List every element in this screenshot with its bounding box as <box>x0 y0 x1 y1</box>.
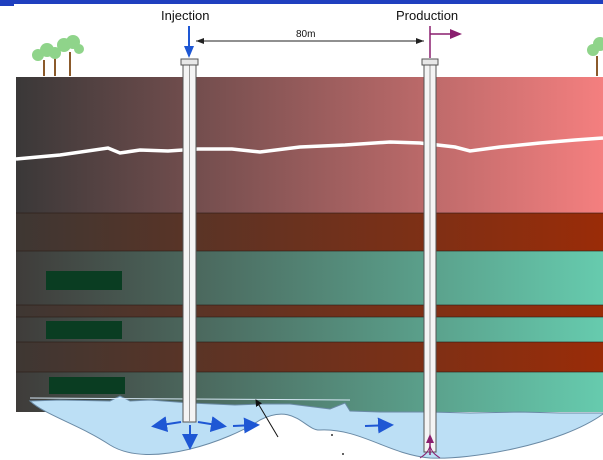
tree-icon <box>32 35 84 76</box>
layer-boundaries <box>16 212 603 373</box>
shale-layer <box>16 342 603 372</box>
down-arrow-icon <box>184 26 194 58</box>
coal-block <box>46 271 122 290</box>
production-inflow-arrow <box>419 434 441 459</box>
distance-label: 80m <box>296 29 316 40</box>
fracture-line <box>15 136 603 161</box>
flow-arrows <box>151 416 394 450</box>
injection-label: Injection <box>161 8 210 23</box>
speck <box>331 434 333 436</box>
coal-block <box>46 321 122 339</box>
corner-mark <box>0 0 14 6</box>
water-zone <box>28 395 603 459</box>
speck <box>342 453 344 455</box>
production-label: Production <box>396 8 459 23</box>
shale-layer <box>16 213 603 251</box>
top-strip <box>0 0 603 4</box>
distance-dimension <box>196 38 424 44</box>
production-well <box>421 58 439 453</box>
callout-leader <box>255 399 279 438</box>
shale-layer <box>16 305 603 317</box>
injection-well <box>180 58 199 423</box>
flag-arrow-icon <box>429 26 462 58</box>
tree-icon <box>587 37 603 76</box>
coal-block <box>49 377 125 394</box>
